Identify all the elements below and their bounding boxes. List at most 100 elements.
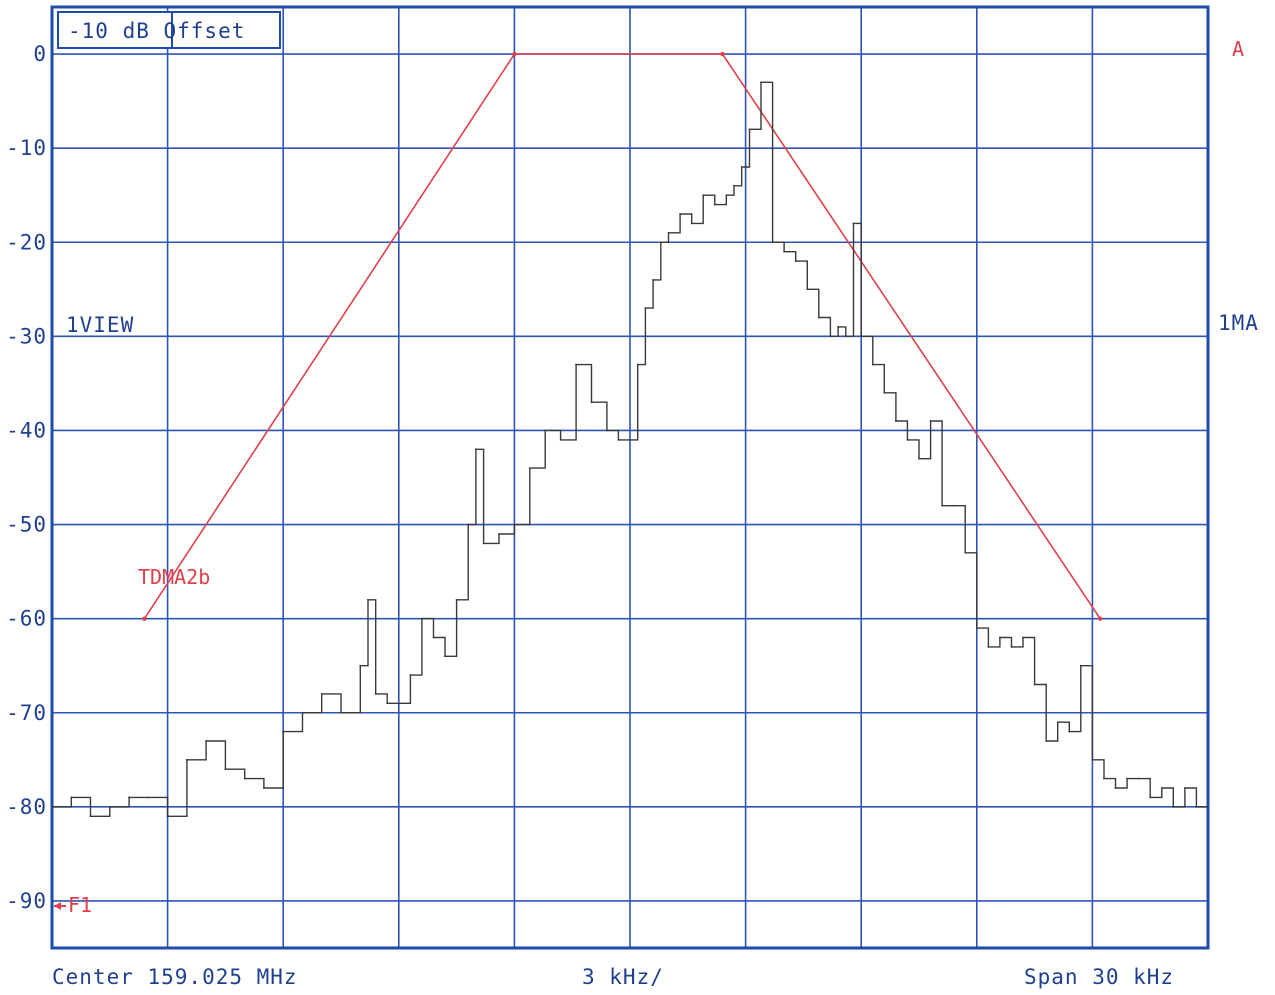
spectrum-point — [679, 213, 681, 215]
span-label: Span 30 kHz — [1024, 965, 1174, 989]
spectrum-point — [1207, 805, 1209, 808]
spectrum-point — [837, 326, 839, 328]
spectrum-point — [918, 457, 920, 460]
spectrum-point — [1056, 721, 1059, 724]
y-tick-label: -70 — [6, 701, 47, 725]
spectrum-point — [444, 655, 446, 658]
spectrum-point — [844, 335, 847, 338]
spectrum-point — [941, 504, 944, 507]
spectrum-point — [617, 438, 620, 441]
spectrum-point — [929, 420, 932, 422]
spectrum-point — [320, 693, 323, 695]
spectrum-point — [1183, 787, 1186, 789]
y-tick-label: -10 — [6, 136, 47, 160]
spectrum-point — [659, 241, 662, 244]
y-tick-labels: 0 -10 -20 -30 -40 -50 -60 -70 -80 -90 — [6, 42, 47, 913]
spectrum-point — [852, 222, 855, 225]
spectrum-point — [1103, 777, 1105, 780]
spectrum-point — [829, 335, 832, 338]
spectrum-point — [89, 815, 92, 818]
spectrum-point — [498, 533, 500, 535]
y-tick-label: -90 — [6, 889, 47, 913]
spectrum-point — [340, 711, 342, 714]
spectrum-point — [1172, 805, 1175, 808]
spectrum-point — [482, 542, 485, 545]
spectrum-point — [629, 438, 631, 441]
spectrum-point — [544, 429, 547, 432]
spectrum-point — [301, 711, 304, 714]
spectrum-point — [263, 787, 265, 789]
spectrum-point — [748, 128, 751, 131]
spectrum-point — [108, 805, 111, 808]
y-tick-label: -80 — [6, 795, 47, 819]
spectrum-point — [1033, 683, 1036, 686]
spectrum-point — [409, 674, 412, 677]
spectrum-point — [975, 627, 978, 629]
spectrum-point — [702, 194, 705, 197]
spectrum-point — [590, 401, 593, 404]
spectrum-point — [1195, 805, 1198, 808]
y-tick-label: -40 — [6, 418, 47, 442]
series-group — [51, 51, 1209, 818]
spectrum-point — [467, 523, 470, 526]
center-frequency-label: Center 159.025 MHz — [52, 965, 298, 989]
spectrum-point — [652, 278, 655, 281]
spectrum-point — [636, 363, 639, 366]
spectrum-point — [740, 166, 743, 168]
spectrum-point — [205, 740, 208, 742]
spectrum-point — [575, 363, 577, 366]
spectrum-point — [1160, 787, 1163, 789]
y-tick-label: -50 — [6, 513, 47, 537]
spectrum-point — [432, 636, 435, 639]
spectrum-point — [964, 551, 967, 554]
spectrum-point — [806, 288, 809, 291]
limit-mask-point — [1097, 616, 1103, 621]
spectrum-point — [282, 730, 285, 733]
spectrum-point — [1068, 730, 1071, 733]
spectrum-point — [817, 316, 820, 319]
spectrum-point — [147, 796, 150, 799]
spectrum-point — [952, 504, 955, 507]
spectrum-point — [794, 260, 797, 262]
spectrum-point — [760, 81, 762, 84]
limit-mask-line — [143, 53, 1101, 620]
spectrum-point — [421, 617, 423, 620]
trace-mode-label: 1MA — [1218, 311, 1259, 335]
spectrum-point — [224, 768, 227, 771]
spectrum-point — [894, 420, 897, 422]
trace-a-label: A — [1232, 37, 1244, 61]
spectrum-point — [397, 702, 400, 705]
spectrum-point — [1010, 645, 1013, 648]
scale-label: 3 kHz/ — [582, 965, 664, 989]
spectrum-point — [999, 636, 1001, 639]
spectrum-point — [725, 194, 728, 197]
limit-mask-point — [512, 51, 517, 57]
y-tick-label: -60 — [6, 607, 47, 631]
spectrum-point — [166, 815, 169, 818]
plot-frame — [50, 5, 1210, 950]
spectrum-point — [713, 203, 716, 206]
offset-box — [57, 11, 281, 49]
offset-label: -10 dB Offset — [68, 19, 245, 43]
y-tick-label: -30 — [6, 324, 47, 348]
spectrum-point — [70, 796, 73, 799]
spectrum-point — [1091, 758, 1094, 761]
spectrum-point — [1079, 664, 1082, 667]
spectrum-point — [559, 438, 562, 441]
spectrum-point — [1149, 796, 1152, 799]
limit-mask-point — [720, 51, 725, 57]
grid — [51, 7, 1209, 948]
spectrum-point — [987, 645, 990, 648]
view-mode-label: 1VIEW — [66, 313, 134, 337]
spectrum-point — [733, 184, 735, 187]
f1-marker-arrowhead — [54, 902, 61, 910]
spectrum-point — [883, 391, 886, 394]
f1-marker: F1 — [54, 893, 92, 917]
spectrum-point — [690, 222, 693, 225]
spectrum-point — [51, 805, 53, 808]
spectrum-point — [128, 796, 130, 799]
spectrum-point — [455, 598, 458, 601]
spectrum-point — [783, 250, 786, 253]
spectrum-point — [359, 664, 362, 667]
spectrum-point — [1137, 777, 1140, 780]
